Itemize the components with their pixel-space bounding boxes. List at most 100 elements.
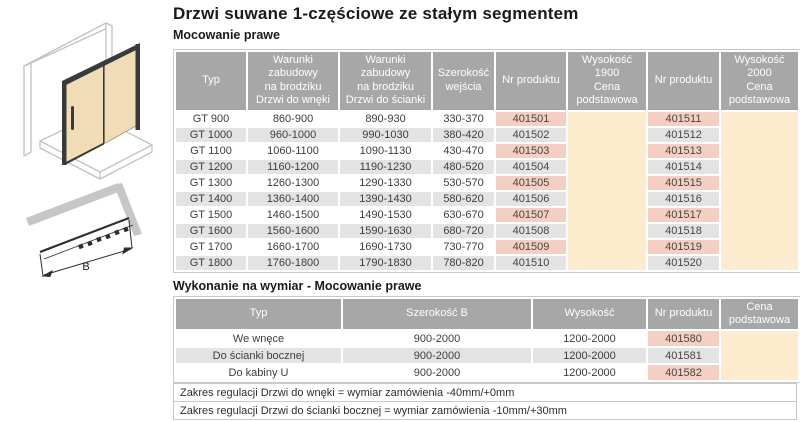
product-number-cell: 401511	[648, 111, 719, 126]
product-number-cell: 401510	[496, 255, 566, 270]
wall-left	[23, 62, 32, 157]
table-row: GT 1800 1760-1800 1790-1830 780-820 4015…	[176, 255, 798, 270]
szerokosc-cell: 680-720	[433, 223, 494, 238]
col-nr-produktu-2000: Nr produktu	[648, 52, 719, 110]
custom-sizes-table: Typ Szerokość B Wysokość Nr produktu Cen…	[173, 295, 800, 384]
price-column-1900	[568, 111, 646, 270]
typ-cell: GT 1700	[189, 240, 233, 253]
table-row: GT 900 860-900 890-930 330-370 401501 40…	[176, 111, 798, 270]
typ-cell: GT 1600	[176, 223, 246, 238]
plan-walls	[26, 183, 142, 236]
product-number-cell: 401505	[496, 175, 566, 190]
table-row: GT 1200 1160-1200 1190-1230 480-520 4015…	[176, 159, 798, 174]
table-row: GT 1100 1060-1100 1090-1130 430-470 4015…	[176, 143, 798, 158]
product-number-cell: 401520	[648, 255, 719, 270]
product-number-cell: 401515	[648, 175, 719, 190]
scianka-cell: 1690-1730	[359, 240, 412, 253]
product-number-cell: 401508	[496, 223, 566, 238]
plan-door	[39, 216, 134, 260]
door-handle-icon	[71, 106, 74, 130]
product-number-cell: 401509	[496, 239, 566, 254]
col-wneka: Warunki zabudowy na brodziku Drzwi do wn…	[248, 52, 338, 110]
wysokosc-cell: 1200-2000	[533, 348, 646, 364]
wneka-cell: 1360-1400	[248, 191, 338, 206]
scianka-cell: 1090-1130	[359, 144, 412, 157]
product-number-cell: 401512	[648, 127, 719, 142]
dimension-line	[39, 219, 134, 278]
wneka-cell: 1560-1600	[248, 223, 338, 238]
wneka-cell: 1460-1500	[266, 208, 320, 221]
szerokosc-cell: 900-2000	[413, 366, 461, 379]
table-row: GT 1400 1360-1400 1390-1430 580-620 4015…	[176, 191, 798, 206]
col-cena-1900: Wysokość 1900 Cena podstawowa	[568, 52, 646, 110]
shower-door-iso-diagram	[23, 22, 153, 180]
table-row: GT 1600 1560-1600 1590-1630 680-720 4015…	[176, 223, 798, 238]
wysokosc-cell: 1200-2000	[563, 332, 616, 345]
table-row: Do ścianki bocznej 900-2000 1200-2000 40…	[176, 348, 798, 364]
wneka-cell: 1060-1100	[267, 144, 319, 157]
wneka-cell: 1160-1200	[248, 159, 338, 174]
adjustment-notes: Zakres regulacji Drzwi do wnęki = wymiar…	[173, 383, 797, 421]
mounting-subtitle: Mocowanie prawe	[173, 28, 280, 42]
col-scianka: Warunki zabudowy na brodziku Drzwi do śc…	[340, 52, 431, 110]
col-typ: Typ	[176, 298, 341, 330]
szerokosc-cell: 380-420	[433, 127, 494, 142]
table-header-row: Typ Szerokość B Wysokość Nr produktu Cen…	[176, 298, 798, 330]
typ-cell: Do ścianki bocznej	[176, 348, 341, 364]
diagram-column: B	[0, 0, 172, 422]
product-number-cell: 401582	[648, 365, 719, 381]
scianka-cell: 990-1030	[340, 127, 431, 142]
scianka-cell: 1290-1330	[359, 176, 412, 189]
product-number-cell: 401517	[648, 207, 719, 222]
typ-cell: GT 1800	[176, 255, 246, 270]
wneka-cell: 1760-1800	[248, 255, 338, 270]
wneka-cell: 860-900	[272, 112, 314, 125]
typ-cell: We wnęce	[232, 332, 285, 345]
product-number-cell: 401518	[648, 223, 719, 238]
table-row: We wnęce 900-2000 1200-2000 401580	[176, 331, 798, 381]
szerokosc-cell: 630-670	[443, 208, 484, 221]
szerokosc-cell: 900-2000	[343, 348, 531, 364]
typ-cell: GT 1000	[176, 127, 246, 142]
scianka-cell: 1490-1530	[359, 208, 412, 221]
product-number-cell: 401504	[496, 159, 566, 174]
product-number-cell: 401581	[648, 348, 719, 364]
door-frame	[62, 43, 140, 165]
spec-sheet: Drzwi suwane 1-częściowe ze stałym segme…	[173, 4, 800, 421]
product-number-cell: 401514	[648, 159, 719, 174]
szerokosc-cell: 780-820	[433, 255, 494, 270]
szerokosc-cell: 480-520	[433, 159, 494, 174]
plan-view-diagram: B	[26, 183, 142, 278]
product-number-cell: 401516	[648, 191, 719, 206]
product-number-cell: 401503	[496, 143, 566, 158]
dimension-label: B	[82, 261, 89, 273]
col-typ: Typ	[176, 52, 246, 110]
product-number-cell: 401502	[496, 127, 566, 142]
wysokosc-cell: 1200-2000	[563, 366, 616, 379]
table-row: GT 1700 1660-1700 1690-1730 730-770 4015…	[176, 239, 798, 254]
wneka-cell: 960-1000	[248, 127, 338, 142]
typ-cell: GT 1100	[190, 144, 232, 157]
szerokosc-cell: 430-470	[443, 144, 484, 157]
scianka-cell: 1790-1830	[340, 255, 431, 270]
szerokosc-cell: 330-370	[443, 112, 484, 125]
typ-cell: GT 1200	[176, 159, 246, 174]
col-cena-2000: Wysokość 2000 Cena podstawowa	[721, 52, 798, 110]
szerokosc-cell: 730-770	[443, 240, 484, 253]
table-row: Do kabiny U 900-2000 1200-2000 401582	[176, 365, 798, 381]
table-row: GT 1300 1260-1300 1290-1330 530-570 4015…	[176, 175, 798, 190]
typ-cell: GT 1300	[189, 176, 233, 189]
szerokosc-cell: 900-2000	[413, 332, 461, 345]
szerokosc-cell: 530-570	[443, 176, 484, 189]
col-szerokosc: Szerokość wejścia	[433, 52, 494, 110]
col-wysokosc: Wysokość	[533, 298, 646, 330]
table-row: GT 1000 960-1000 990-1030 380-420 401502…	[176, 127, 798, 142]
product-number-cell: 401580	[648, 331, 719, 347]
product-number-cell: 401506	[496, 191, 566, 206]
scianka-cell: 1590-1630	[340, 223, 431, 238]
typ-cell: GT 900	[192, 112, 230, 125]
col-nr-produktu: Nr produktu	[648, 298, 719, 330]
typ-cell: Do kabiny U	[228, 366, 289, 379]
wneka-cell: 1660-1700	[266, 240, 320, 253]
custom-size-section-title: Wykonanie na wymiar - Mocowanie prawe	[173, 278, 422, 293]
